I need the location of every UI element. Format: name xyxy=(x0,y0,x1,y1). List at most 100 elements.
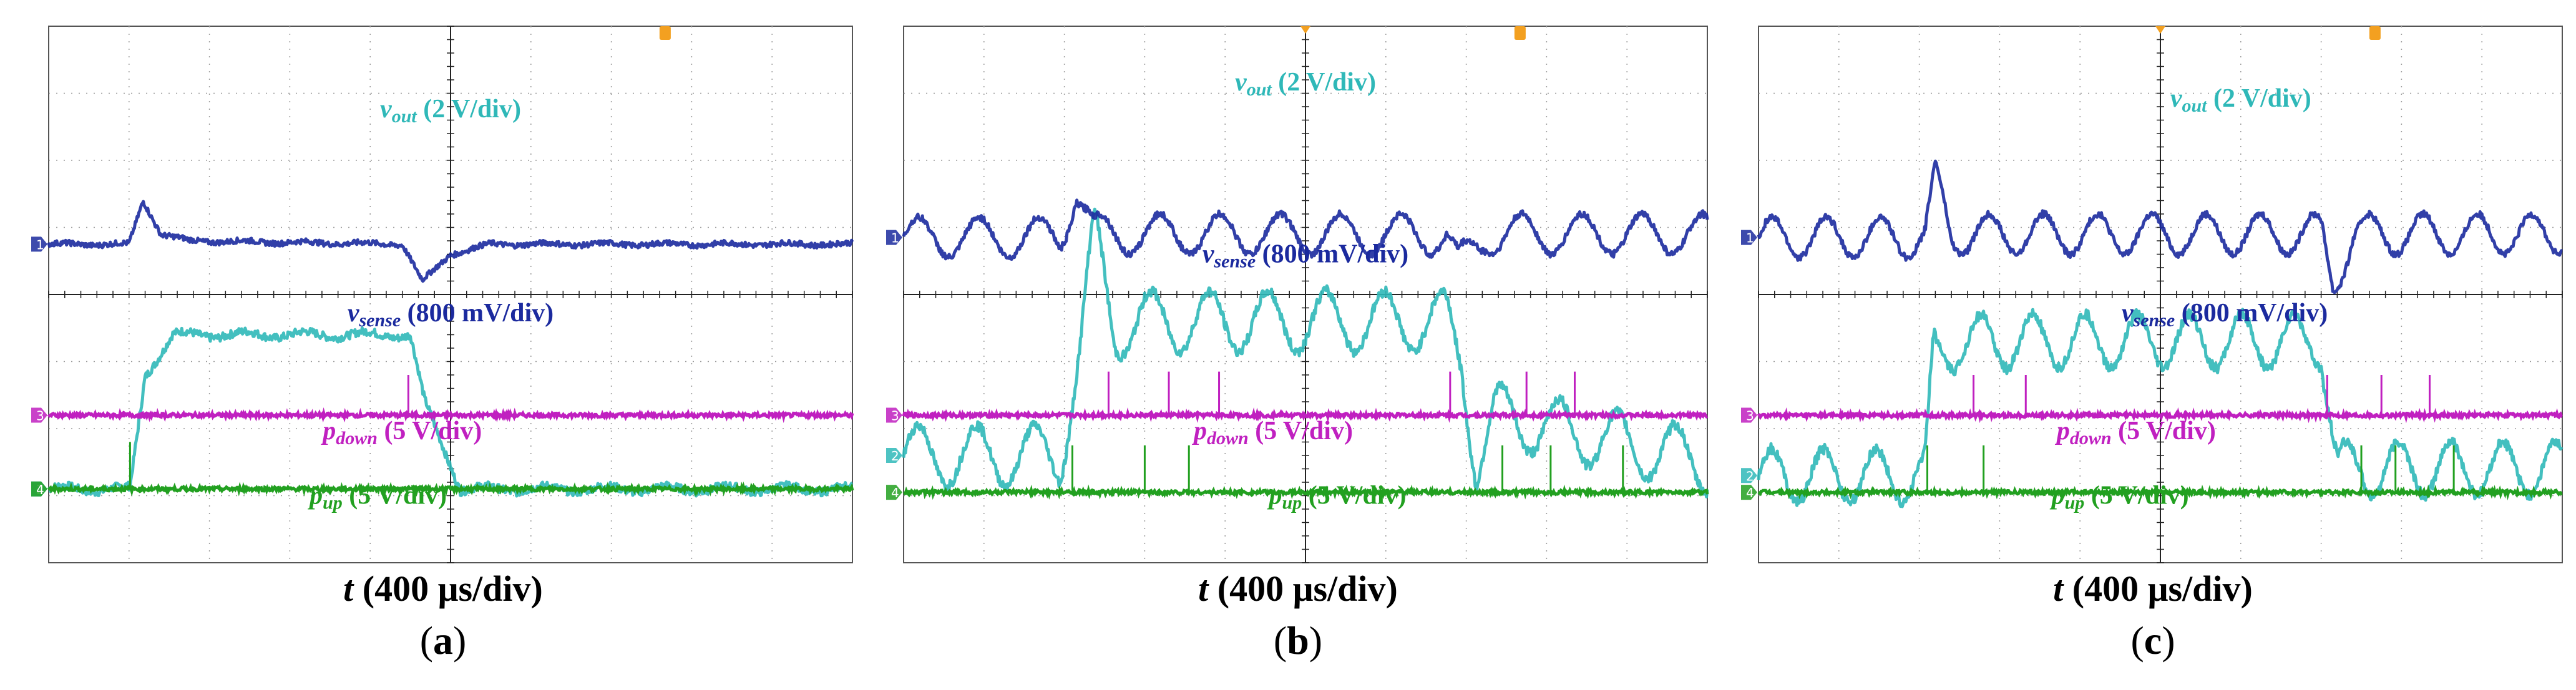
trace-label-scale: (5 V/div) xyxy=(2084,481,2188,510)
trace-label-scale: (5 V/div) xyxy=(343,481,447,510)
trace-label-subscript: up xyxy=(323,492,343,513)
trace-vsense xyxy=(1757,159,2564,294)
channel-number: 3 xyxy=(891,409,899,424)
trace-pup xyxy=(1757,484,2563,501)
channel-number: 4 xyxy=(36,482,44,497)
trace-pdown xyxy=(902,407,1709,423)
trace-label-symbol: v xyxy=(1203,240,1215,268)
channel-marker-pdown: 3 xyxy=(1741,407,1757,424)
trace-label-symbol: v xyxy=(2122,299,2134,328)
trace-label-symbol: v xyxy=(348,299,360,328)
channel-number: 2 xyxy=(891,449,899,464)
trigger-marker-shape xyxy=(2369,26,2381,40)
panel-label: (a) xyxy=(419,618,467,663)
trace-label-subscript: out xyxy=(392,106,418,127)
channel-marker-shape xyxy=(31,407,47,423)
channel-number: 4 xyxy=(891,485,899,500)
time-reference-icon xyxy=(1300,26,1310,34)
trace-label-symbol: p xyxy=(2050,481,2065,510)
trigger-marker-shape xyxy=(659,26,671,40)
trace-label-symbol: v xyxy=(380,95,393,124)
trace-label-symbol: p xyxy=(1192,417,1207,445)
trace-label-scale: (2 V/div) xyxy=(1272,68,1376,97)
channel-number: 1 xyxy=(891,231,899,246)
trace-label-pup: pup (5 V/div) xyxy=(1267,481,1407,513)
x-axis-label: t (400 μs/div) xyxy=(1198,568,1398,609)
trace-label-pup: pup (5 V/div) xyxy=(308,481,447,513)
trace-label-pup: pup (5 V/div) xyxy=(2050,481,2189,513)
trace-label-scale: (5 V/div) xyxy=(2112,417,2216,445)
trace-label-subscript: down xyxy=(2070,428,2112,449)
trace-label-symbol: v xyxy=(1235,68,1247,97)
trigger-marker-shape xyxy=(1514,26,1526,40)
trace-label-scale: (5 V/div) xyxy=(1249,417,1353,445)
channel-marker-vsense: 1 xyxy=(886,230,902,246)
trace-label-symbol: p xyxy=(321,417,336,445)
channel-marker-shape xyxy=(886,407,902,423)
trace-label-subscript: up xyxy=(2065,492,2085,513)
trace-vsense xyxy=(902,198,1709,261)
trace-label-symbol: v xyxy=(2170,84,2183,113)
channel-number: 1 xyxy=(36,237,44,252)
trigger-marker-icon xyxy=(659,26,671,40)
trace-label-scale: (2 V/div) xyxy=(2207,84,2311,113)
x-axis-label: t (400 μs/div) xyxy=(343,568,543,609)
trace-label-subscript: out xyxy=(2182,95,2208,116)
trace-label-scale: (5 V/div) xyxy=(1302,481,1406,510)
trace-label-vout: vout (2 V/div) xyxy=(380,95,521,127)
channel-number: 4 xyxy=(1746,485,1754,500)
trace-label-symbol: p xyxy=(308,481,323,510)
panel-label: (b) xyxy=(1273,618,1323,663)
channel-marker-pup: 4 xyxy=(886,485,902,500)
channel-marker-pup: 4 xyxy=(31,481,47,497)
trace-label-symbol: p xyxy=(2055,417,2070,445)
time-reference-icon xyxy=(2155,26,2165,34)
trace-pup xyxy=(47,481,854,497)
channel-marker-shape xyxy=(1741,230,1757,245)
trace-label-subscript: up xyxy=(1282,492,1302,513)
channel-marker-vout: 2 xyxy=(886,448,902,464)
channel-marker-shape xyxy=(886,448,902,463)
trigger-marker-icon xyxy=(2369,26,2381,40)
channel-marker-shape xyxy=(1741,468,1757,483)
channel-marker-pdown: 3 xyxy=(886,407,902,424)
trace-label-subscript: sense xyxy=(1213,251,1256,271)
trace-label-subscript: sense xyxy=(358,310,401,331)
trace-pdown xyxy=(47,407,854,424)
x-axis-label: t (400 μs/div) xyxy=(2053,568,2253,609)
trace-label-scale: (5 V/div) xyxy=(378,417,482,445)
trace-label-vsense: vsense (800 mV/div) xyxy=(2122,299,2328,331)
channel-number: 1 xyxy=(1746,231,1754,246)
channel-marker-vout: 2 xyxy=(1741,468,1757,483)
trigger-marker-icon xyxy=(1514,26,1526,40)
channel-number: 3 xyxy=(1746,409,1754,424)
trace-label-vout: vout (2 V/div) xyxy=(1235,68,1376,100)
trace-vout xyxy=(47,326,854,498)
scope-panel-c: 2 vout (2 V/div) 1 vsense (800 mV/div) 3 pdow… xyxy=(1741,19,2565,668)
trace-label-pdown: pdown (5 V/div) xyxy=(2055,417,2216,449)
trace-label-symbol: p xyxy=(1267,481,1282,510)
trace-label-subscript: out xyxy=(1247,79,1273,100)
channel-marker-shape xyxy=(1741,485,1757,500)
trace-label-subscript: down xyxy=(336,428,378,449)
channel-marker-vsense: 1 xyxy=(1741,230,1757,246)
trace-pdown xyxy=(1757,407,2563,424)
channel-marker-vsense: 1 xyxy=(31,236,47,252)
channel-marker-shape xyxy=(886,485,902,500)
trace-label-scale: (2 V/div) xyxy=(417,95,521,124)
channel-marker-shape xyxy=(886,230,902,245)
trace-label-scale: (800 mV/div) xyxy=(1256,240,1408,268)
channel-marker-pup: 4 xyxy=(1741,485,1757,500)
channel-marker-shape xyxy=(1741,407,1757,423)
channel-number: 3 xyxy=(36,409,44,424)
scope-panel-b: 2 vout (2 V/div) 1 vsense (800 mV/div) 3 pdow… xyxy=(886,19,1710,668)
trace-label-subscript: down xyxy=(1207,428,1249,449)
panel-label: (c) xyxy=(2130,618,2175,663)
trace-label-vsense: vsense (800 mV/div) xyxy=(348,299,554,331)
channel-number: 2 xyxy=(1746,469,1754,483)
channel-marker-shape xyxy=(31,481,47,497)
